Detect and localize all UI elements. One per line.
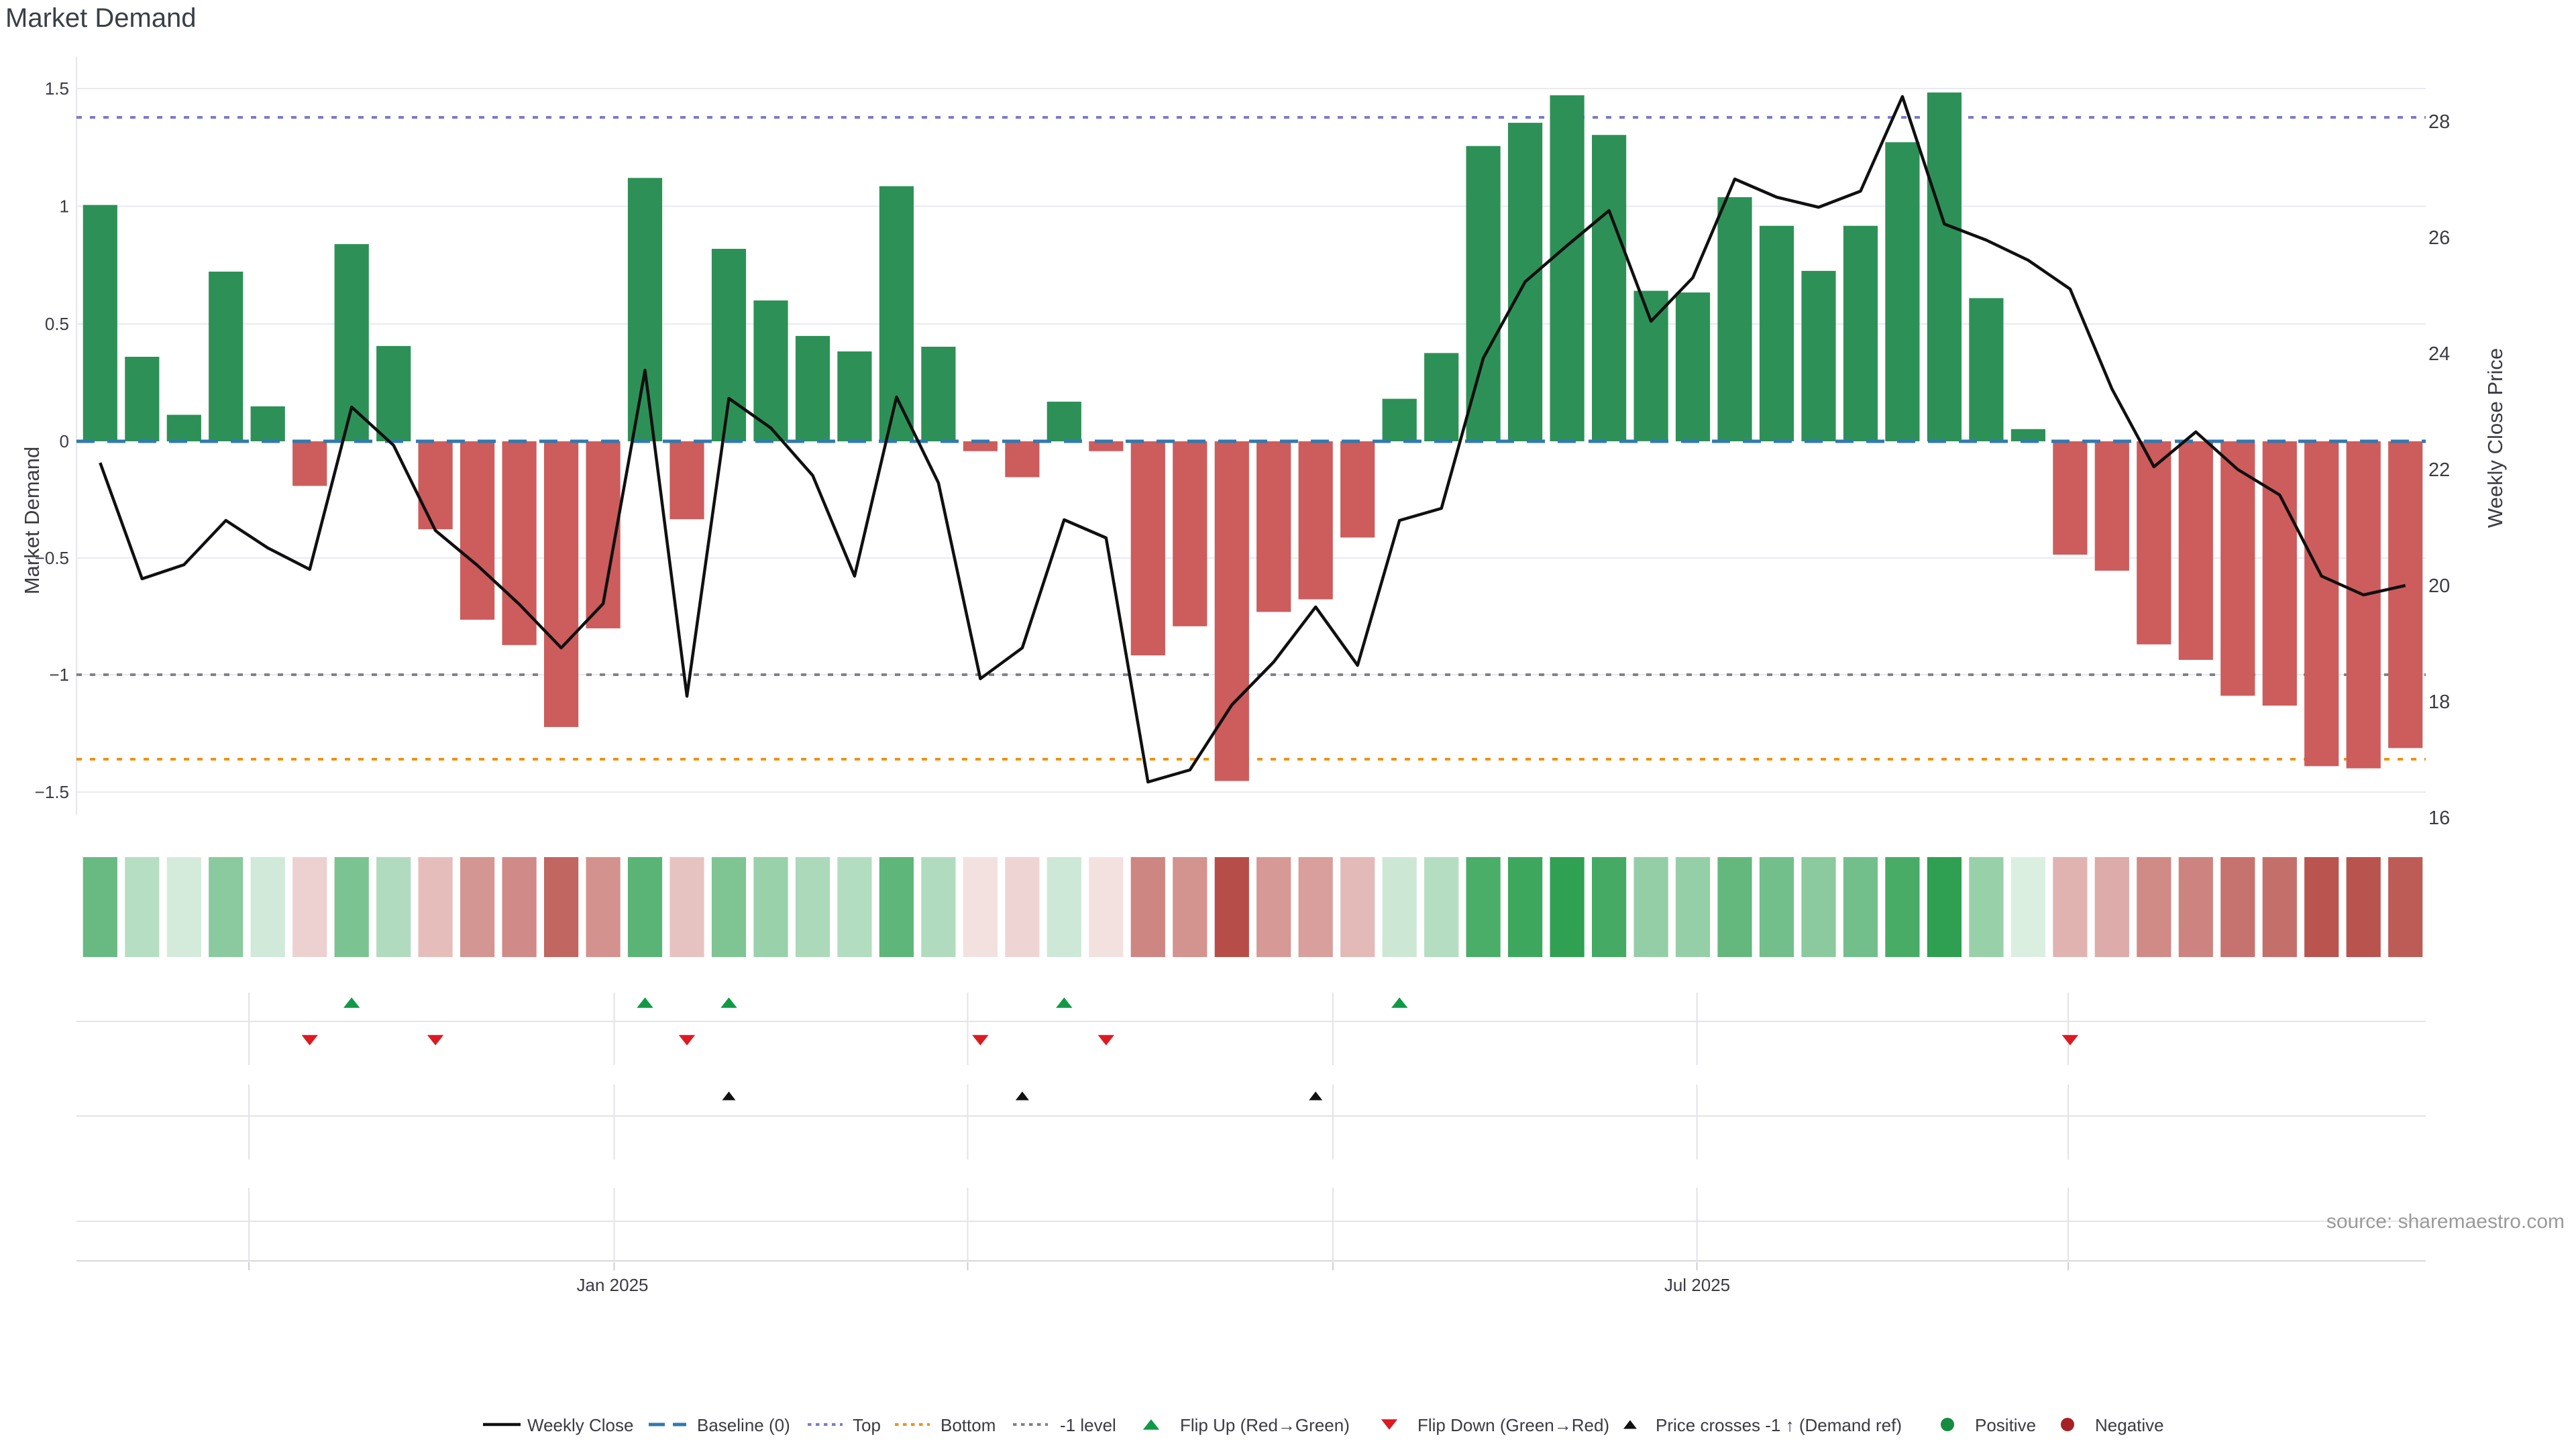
svg-text:−1: −1	[49, 665, 69, 685]
svg-text:Market Demand: Market Demand	[20, 447, 44, 595]
svg-text:18: 18	[2428, 691, 2450, 713]
svg-text:28: 28	[2428, 111, 2450, 133]
svg-text:source: sharemaestro.com: source: sharemaestro.com	[2326, 1211, 2565, 1233]
svg-text:20: 20	[2428, 575, 2450, 597]
svg-text:Weekly Close: Weekly Close	[527, 1415, 633, 1435]
svg-text:16: 16	[2428, 807, 2450, 829]
svg-text:0: 0	[60, 431, 69, 451]
svg-text:22: 22	[2428, 459, 2450, 481]
svg-text:Negative: Negative	[2095, 1415, 2164, 1435]
svg-text:Market Demand: Market Demand	[5, 3, 197, 33]
svg-text:Baseline (0): Baseline (0)	[697, 1415, 790, 1435]
svg-text:-1 level: -1 level	[1060, 1415, 1116, 1435]
svg-text:24: 24	[2428, 343, 2450, 365]
svg-text:Weekly Close Price: Weekly Close Price	[2483, 348, 2507, 528]
svg-text:−0.5: −0.5	[35, 548, 69, 568]
svg-text:26: 26	[2428, 227, 2450, 249]
svg-text:Jul 2025: Jul 2025	[1664, 1275, 1730, 1295]
svg-text:0.5: 0.5	[45, 314, 69, 334]
svg-text:1.5: 1.5	[45, 78, 69, 99]
svg-text:Jan 2025: Jan 2025	[577, 1275, 649, 1295]
svg-text:Bottom: Bottom	[941, 1415, 996, 1435]
svg-text:Price crosses -1 ↑ (Demand ref: Price crosses -1 ↑ (Demand ref)	[1656, 1415, 1902, 1435]
svg-text:Flip Up (Red→Green): Flip Up (Red→Green)	[1180, 1415, 1350, 1435]
svg-text:Flip Down (Green→Red): Flip Down (Green→Red)	[1417, 1415, 1609, 1435]
svg-text:Top: Top	[853, 1415, 881, 1435]
svg-text:−1.5: −1.5	[35, 782, 69, 802]
svg-text:Positive: Positive	[1975, 1415, 2036, 1435]
svg-text:1: 1	[60, 197, 69, 217]
